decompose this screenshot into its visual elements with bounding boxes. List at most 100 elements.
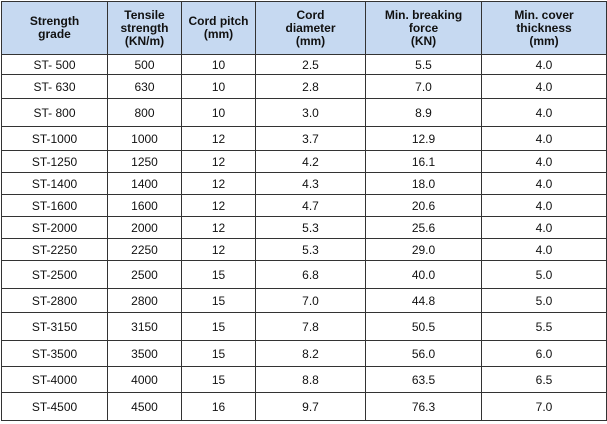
table-cell: 1000 [107,126,182,151]
header-cell: Min. breaking force (KN) [365,1,482,55]
table-cell: 10 [181,54,256,75]
table-cell: 7.0 [365,74,482,99]
table-cell: ST-3150 [1,312,108,341]
table-cell: 18.0 [365,172,482,195]
table-row: ST- 500 500 10 2.5 5.5 4.0 [1,54,607,75]
table-cell: 4.0 [481,194,607,217]
table-cell: 12.9 [365,126,482,151]
table-cell: 4.3 [255,172,366,195]
table-cell: ST-4500 [1,392,108,421]
table-cell: 7.8 [255,312,366,341]
table-cell: 7.0 [481,392,607,421]
table-row: ST-1250 1250 12 4.2 16.1 4.0 [1,150,607,173]
table-row: ST-4000 4000 15 8.8 63.5 6.5 [1,366,607,393]
table-cell: ST- 630 [1,74,108,99]
table-cell: 2000 [107,216,182,239]
table-row: ST- 800 800 10 3.0 8.9 4.0 [1,98,607,127]
table-cell: 2.8 [255,74,366,99]
table-cell: 63.5 [365,366,482,393]
table-cell: 5.3 [255,216,366,239]
table-cell: 50.5 [365,312,482,341]
table-cell: 500 [107,54,182,75]
table-cell: 1250 [107,150,182,173]
table-cell: 630 [107,74,182,99]
table-cell: ST-3500 [1,340,108,367]
table-cell: 15 [181,312,256,341]
table-row: ST-2000 2000 12 5.3 25.6 4.0 [1,216,607,239]
table-cell: 5.0 [481,288,607,313]
table-cell: 4000 [107,366,182,393]
table-cell: ST-1000 [1,126,108,151]
table-cell: 4.0 [481,216,607,239]
table-body: ST- 500 500 10 2.5 5.5 4.0 ST- 630 630 10 2.8 7.0 4… [1,54,607,421]
table-cell: 800 [107,98,182,127]
table-cell: 12 [181,238,256,261]
table-row: ST-1600 1600 12 4.7 20.6 4.0 [1,194,607,217]
table-cell: ST-2250 [1,238,108,261]
table-cell: 1600 [107,194,182,217]
table-row: ST-4500 4500 16 9.7 76.3 7.0 [1,392,607,421]
table-cell: 10 [181,74,256,99]
table-cell: ST-2800 [1,288,108,313]
table-cell: 3150 [107,312,182,341]
table-cell: 15 [181,366,256,393]
table-row: ST-1000 1000 12 3.7 12.9 4.0 [1,126,607,151]
table-cell: 4500 [107,392,182,421]
header-cell: Min. cover thickness (mm) [481,1,607,55]
table-cell: 15 [181,340,256,367]
header-cell: Cord diameter (mm) [255,1,366,55]
header-cell: Cord pitch (mm) [181,1,256,55]
table-cell: 8.2 [255,340,366,367]
table-cell: 16.1 [365,150,482,173]
table-cell: 12 [181,216,256,239]
table-cell: 4.0 [481,172,607,195]
table-cell: 16 [181,392,256,421]
table-cell: 40.0 [365,260,482,289]
table-cell: 6.8 [255,260,366,289]
table-cell: 2800 [107,288,182,313]
table-cell: 2.5 [255,54,366,75]
table-cell: 2500 [107,260,182,289]
table-cell: 25.6 [365,216,482,239]
table-cell: 15 [181,260,256,289]
table-cell: 12 [181,126,256,151]
table-cell: ST-2000 [1,216,108,239]
table-cell: ST-2500 [1,260,108,289]
table-row: ST-3150 3150 15 7.8 50.5 5.5 [1,312,607,341]
table-cell: 3.0 [255,98,366,127]
table-cell: 4.0 [481,98,607,127]
table-cell: 5.0 [481,260,607,289]
table-cell: 12 [181,194,256,217]
table-cell: 4.0 [481,238,607,261]
table-cell: 6.5 [481,366,607,393]
table-cell: 5.5 [365,54,482,75]
table-cell: 15 [181,288,256,313]
table-row: ST-2800 2800 15 7.0 44.8 5.0 [1,288,607,313]
table-cell: 5.5 [481,312,607,341]
table-row: ST-3500 3500 15 8.2 56.0 6.0 [1,340,607,367]
table-cell: 7.0 [255,288,366,313]
table-cell: ST-4000 [1,366,108,393]
table-cell: ST- 800 [1,98,108,127]
table-cell: 76.3 [365,392,482,421]
table-cell: ST-1600 [1,194,108,217]
header-row: Strength grade Tensile strength (KN/m) Cor… [1,1,607,55]
table-cell: 4.2 [255,150,366,173]
table-cell: 8.8 [255,366,366,393]
table-cell: 4.0 [481,74,607,99]
header-cell: Tensile strength (KN/m) [107,1,182,55]
table-cell: 9.7 [255,392,366,421]
header-cell: Strength grade [1,1,108,55]
table-cell: 56.0 [365,340,482,367]
table-row: ST-1400 1400 12 4.3 18.0 4.0 [1,172,607,195]
table-row: ST-2250 2250 12 5.3 29.0 4.0 [1,238,607,261]
table-cell: 1400 [107,172,182,195]
table-cell: 4.7 [255,194,366,217]
table-cell: 8.9 [365,98,482,127]
table-cell: 4.0 [481,150,607,173]
table-cell: 2250 [107,238,182,261]
table-cell: 20.6 [365,194,482,217]
table-cell: 3500 [107,340,182,367]
table-cell: 4.0 [481,126,607,151]
